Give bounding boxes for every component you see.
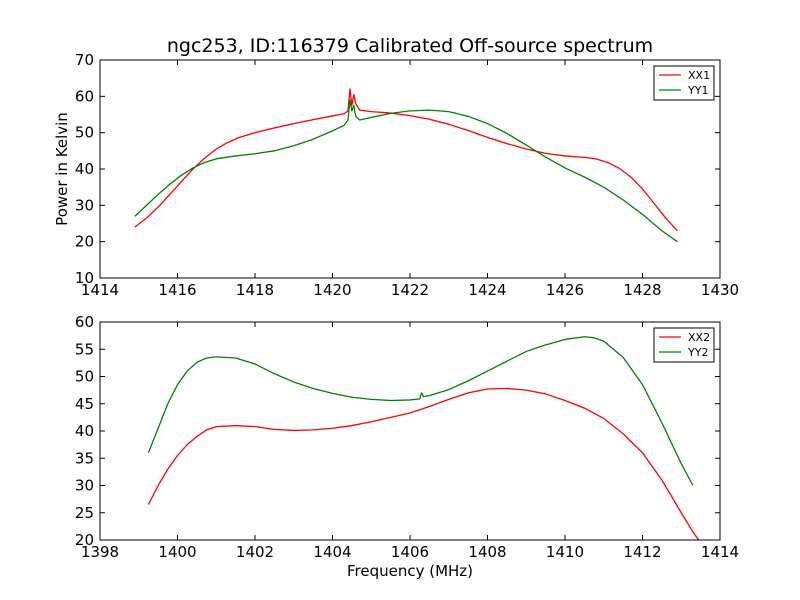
x-tick-label: 1420: [313, 281, 351, 299]
series-line-yy1: [134, 99, 678, 243]
x-tick-label: 1430: [701, 281, 739, 299]
x-tick-label: 1418: [236, 281, 274, 299]
x-tick-label: 1398: [81, 543, 119, 561]
plot-panel-2: 1398 1400 1402 1404 1406 1408 1410 1412 1414 20 25…: [75, 313, 739, 580]
x-tick-label: 1428: [623, 281, 661, 299]
y-tick-label: 55: [75, 340, 94, 358]
chart-title: ngc253, ID:116379 Calibrated Off-source …: [167, 35, 653, 57]
x-tick-label: 1414: [701, 543, 739, 561]
series-line-xx1: [134, 88, 678, 232]
y-tick-label: 60: [75, 87, 94, 105]
legend-box: [653, 65, 715, 101]
x-tick-label: 1414: [81, 281, 119, 299]
y-tick-label: 60: [75, 313, 94, 331]
y-tick-label: 70: [75, 51, 94, 69]
y-tick-label: 35: [75, 449, 94, 467]
x-axis-label: Frequency (MHz): [347, 562, 473, 580]
series-line-xx2: [147, 387, 700, 540]
legend-label-yy1: YY1: [687, 84, 708, 97]
x-tick-label: 1402: [236, 543, 274, 561]
x-tick-label: 1400: [158, 543, 196, 561]
y-tick-label: 20: [75, 531, 94, 549]
legend-label-xx1: XX1: [688, 69, 710, 82]
y-tick-label: 30: [75, 196, 94, 214]
y-tick-label: 20: [75, 233, 94, 251]
legend-box: [653, 327, 715, 363]
y-tick-label: 50: [75, 124, 94, 142]
x-tick-label: 1426: [546, 281, 584, 299]
y-axis-label: Power in Kelvin: [53, 112, 71, 226]
y-tick-label: 30: [75, 477, 94, 495]
legend-label-xx2: XX2: [688, 331, 710, 344]
y-tick-label: 25: [75, 504, 94, 522]
y-tick-label: 40: [75, 422, 94, 440]
legend-label-yy2: YY2: [687, 346, 708, 359]
x-tick-label: 1422: [391, 281, 429, 299]
y-tick-label: 10: [75, 269, 94, 287]
x-tick-label: 1404: [313, 543, 351, 561]
x-tick-label: 1410: [546, 543, 584, 561]
x-tick-label: 1406: [391, 543, 429, 561]
y-tick-label: 50: [75, 368, 94, 386]
x-tick-label: 1412: [623, 543, 661, 561]
series-line-yy2: [147, 336, 694, 486]
x-tick-label: 1416: [158, 281, 196, 299]
x-tick-label: 1408: [468, 543, 506, 561]
y-tick-label: 40: [75, 160, 94, 178]
x-tick-label: 1424: [468, 281, 506, 299]
plot-panel-1: 1414 1416 1418 1420 1422 1424 1426 1428 1430 10 20…: [53, 51, 739, 299]
y-tick-label: 45: [75, 395, 94, 413]
axes-frame-2: [99, 321, 721, 541]
